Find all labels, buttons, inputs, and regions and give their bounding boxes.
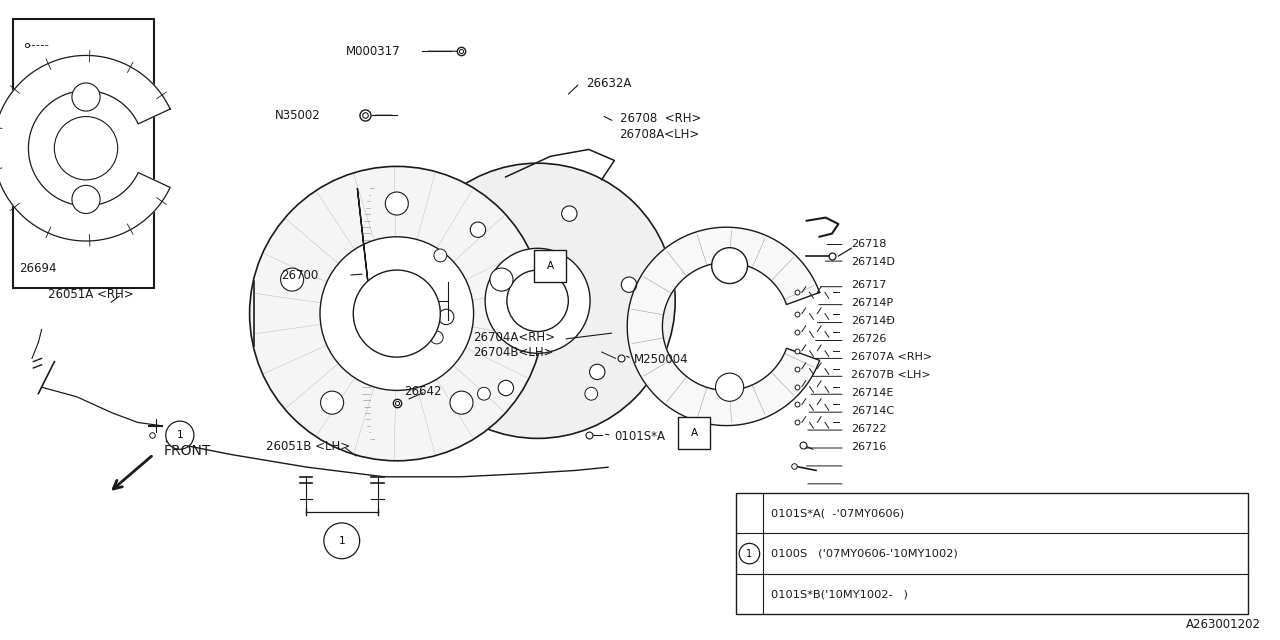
Circle shape — [72, 186, 100, 214]
Circle shape — [739, 543, 759, 564]
Circle shape — [385, 192, 408, 215]
Text: 0101S*B('10MY1002-   ): 0101S*B('10MY1002- ) — [771, 589, 908, 599]
Text: 26717: 26717 — [851, 280, 887, 291]
Circle shape — [324, 523, 360, 559]
Text: 26694: 26694 — [19, 262, 56, 275]
Circle shape — [490, 268, 513, 291]
Circle shape — [470, 222, 485, 237]
Text: 26714D: 26714D — [851, 257, 895, 268]
Bar — [678, 417, 710, 449]
Circle shape — [590, 364, 605, 380]
Circle shape — [250, 166, 544, 461]
Circle shape — [585, 387, 598, 400]
Text: 26714C: 26714C — [851, 406, 895, 416]
Bar — [535, 250, 566, 282]
Circle shape — [439, 309, 454, 324]
Circle shape — [434, 249, 447, 262]
Circle shape — [166, 421, 193, 449]
Text: 26704B<LH>: 26704B<LH> — [474, 346, 554, 358]
Text: 26714Ð: 26714Ð — [851, 316, 895, 326]
Circle shape — [320, 237, 474, 390]
Text: 0101S*A: 0101S*A — [614, 430, 666, 443]
Text: 26704A<RH>: 26704A<RH> — [474, 332, 556, 344]
Circle shape — [353, 270, 440, 357]
Text: 26714P: 26714P — [851, 298, 893, 308]
Text: 26051B <LH>: 26051B <LH> — [266, 440, 349, 453]
Text: 0101S*A(  -'07MY0606): 0101S*A( -'07MY0606) — [771, 508, 904, 518]
Text: 26708  <RH>: 26708 <RH> — [620, 112, 701, 125]
Bar — [13, 19, 154, 288]
Text: FRONT: FRONT — [164, 444, 211, 458]
Text: M000317: M000317 — [346, 45, 401, 58]
Circle shape — [498, 380, 513, 396]
Circle shape — [712, 248, 748, 284]
Text: A263001202: A263001202 — [1185, 618, 1261, 630]
Text: 26718: 26718 — [851, 239, 887, 250]
Text: 26707B <LH>: 26707B <LH> — [851, 370, 931, 380]
Text: 1: 1 — [746, 548, 753, 559]
Text: 26716: 26716 — [851, 442, 887, 452]
Text: 26051A <RH>: 26051A <RH> — [49, 288, 133, 301]
Circle shape — [477, 387, 490, 400]
Circle shape — [451, 391, 474, 414]
Text: N35002: N35002 — [275, 109, 321, 122]
Text: 26714E: 26714E — [851, 388, 893, 398]
Text: 26722: 26722 — [851, 424, 887, 434]
Polygon shape — [0, 56, 170, 241]
Text: 26632A: 26632A — [586, 77, 631, 90]
Text: M250004: M250004 — [634, 353, 689, 366]
Circle shape — [399, 163, 676, 438]
Bar — [736, 493, 1248, 614]
Text: 1: 1 — [338, 536, 346, 546]
Text: 26700: 26700 — [282, 269, 319, 282]
Circle shape — [430, 331, 443, 344]
Text: 26708A<LH>: 26708A<LH> — [620, 128, 700, 141]
Circle shape — [280, 268, 303, 291]
Circle shape — [716, 373, 744, 401]
Circle shape — [320, 391, 343, 414]
Text: 26642: 26642 — [404, 385, 442, 398]
Text: A: A — [691, 428, 698, 438]
Text: 1: 1 — [177, 430, 183, 440]
Circle shape — [621, 277, 636, 292]
Polygon shape — [627, 227, 819, 426]
Circle shape — [562, 206, 577, 221]
Circle shape — [507, 270, 568, 332]
Circle shape — [54, 116, 118, 180]
Text: 26707A <RH>: 26707A <RH> — [851, 352, 932, 362]
Text: A: A — [547, 260, 554, 271]
Text: 26726: 26726 — [851, 334, 887, 344]
Text: 0100S   ('07MY0606-'10MY1002): 0100S ('07MY0606-'10MY1002) — [771, 548, 957, 559]
Circle shape — [485, 248, 590, 353]
Circle shape — [72, 83, 100, 111]
